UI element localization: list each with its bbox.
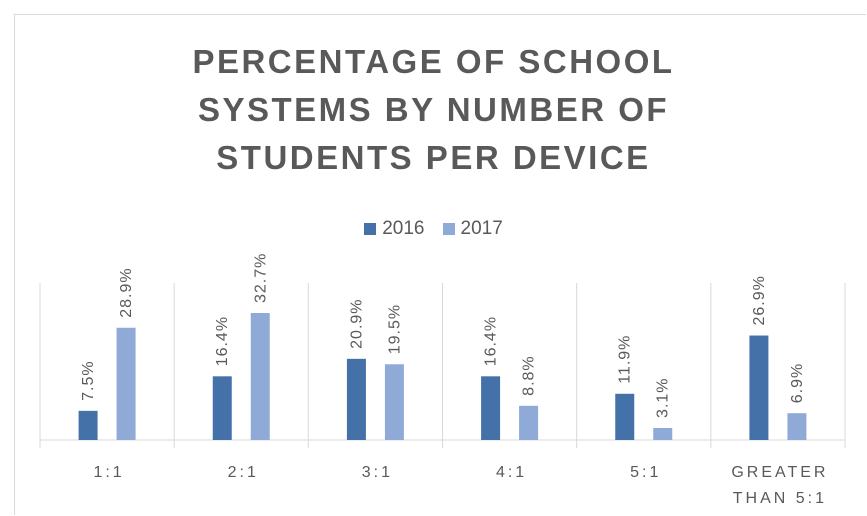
x-tick-label-4: 5:1 bbox=[630, 464, 661, 481]
x-tick-label-2: 3:1 bbox=[362, 464, 393, 481]
chart-frame bbox=[14, 14, 866, 515]
x-tick-label-5: THAN 5:1 bbox=[733, 490, 827, 507]
chart-title: PERCENTAGE OF SCHOOL SYSTEMS BY NUMBER O… bbox=[0, 38, 867, 182]
legend-swatch-2017 bbox=[442, 223, 455, 235]
bar-2016-0 bbox=[78, 410, 98, 440]
bar-2016-1 bbox=[212, 376, 232, 440]
legend-item-2017: 2017 bbox=[442, 218, 503, 240]
legend-label-2016: 2016 bbox=[382, 218, 425, 239]
x-tick-label-0: 1:1 bbox=[93, 464, 124, 481]
data-label-2016-2: 20.9% bbox=[348, 298, 365, 348]
bar-2016-3 bbox=[481, 376, 501, 440]
legend-label-2017: 2017 bbox=[460, 218, 503, 239]
data-label-2017-4: 3.1% bbox=[655, 377, 672, 417]
bar-2017-1 bbox=[250, 313, 270, 440]
data-label-2017-5: 6.9% bbox=[789, 363, 806, 403]
x-tick-label-3: 4:1 bbox=[496, 464, 527, 481]
chart-title-line-3: STUDENTS PER DEVICE bbox=[216, 139, 651, 176]
legend-item-2016: 2016 bbox=[364, 218, 425, 240]
x-tick-label-5: GREATER bbox=[731, 464, 828, 481]
data-label-2017-1: 32.7% bbox=[252, 253, 269, 303]
bar-2017-0 bbox=[116, 327, 136, 440]
chart-legend: 2016 2017 bbox=[0, 218, 867, 240]
chart-title-line-2: SYSTEMS BY NUMBER OF bbox=[197, 91, 670, 128]
data-label-2016-1: 16.4% bbox=[214, 316, 231, 366]
data-label-2016-5: 26.9% bbox=[751, 275, 768, 325]
data-label-2017-2: 19.5% bbox=[386, 304, 403, 354]
data-label-2016-3: 16.4% bbox=[483, 316, 500, 366]
bar-2017-3 bbox=[519, 405, 539, 440]
legend-swatch-2016 bbox=[364, 223, 377, 235]
bar-2017-4 bbox=[653, 427, 673, 440]
data-label-2017-3: 8.8% bbox=[521, 355, 538, 395]
data-label-2016-4: 11.9% bbox=[617, 335, 634, 384]
bar-2016-4 bbox=[615, 393, 635, 440]
x-tick-label-1: 2:1 bbox=[228, 464, 259, 481]
bar-2016-5 bbox=[749, 335, 769, 440]
bar-2016-2 bbox=[346, 358, 366, 440]
bar-2017-2 bbox=[384, 364, 404, 440]
data-label-2017-0: 28.9% bbox=[118, 267, 135, 317]
chart-title-line-1: PERCENTAGE OF SCHOOL bbox=[192, 43, 675, 80]
data-label-2016-0: 7.5% bbox=[80, 360, 97, 400]
bar-2017-5 bbox=[787, 413, 807, 440]
